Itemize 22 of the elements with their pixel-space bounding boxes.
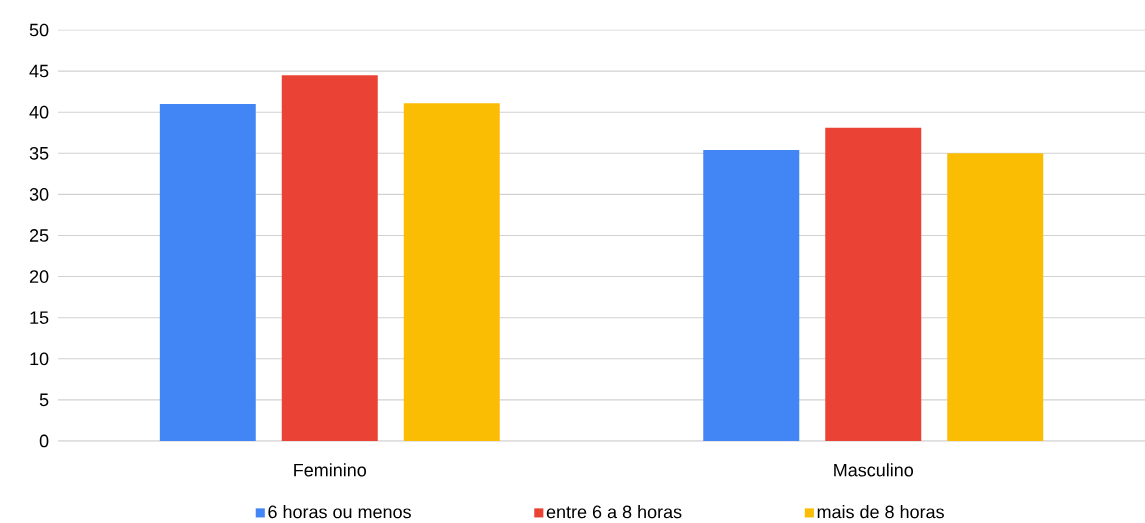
y-tick-label: 25	[29, 229, 49, 242]
y-tick-label: 35	[29, 146, 49, 160]
bar	[403, 103, 500, 441]
y-tick-label: 20	[29, 270, 49, 283]
x-tick-label: Feminino	[294, 463, 367, 477]
legend-label: entre 6 a 8 horas	[546, 505, 682, 519]
bar	[281, 75, 378, 441]
legend-label: mais de 8 horas	[817, 505, 944, 519]
bar	[703, 150, 800, 441]
legend-label: 6 horas ou menos	[268, 505, 411, 519]
bar	[159, 103, 256, 441]
y-tick-label: 0	[39, 434, 49, 448]
y-tick-label: 15	[30, 311, 49, 324]
y-tick-label: 5	[39, 393, 49, 407]
bar	[825, 127, 922, 441]
y-tick-label: 40	[29, 105, 49, 119]
x-tick-label: Masculino	[834, 463, 914, 477]
y-tick-label: 45	[29, 64, 49, 78]
bar	[947, 153, 1044, 441]
y-tick-label: 10	[30, 352, 49, 366]
y-tick-label: 30	[29, 188, 49, 201]
y-tick-label: 50	[29, 23, 49, 37]
